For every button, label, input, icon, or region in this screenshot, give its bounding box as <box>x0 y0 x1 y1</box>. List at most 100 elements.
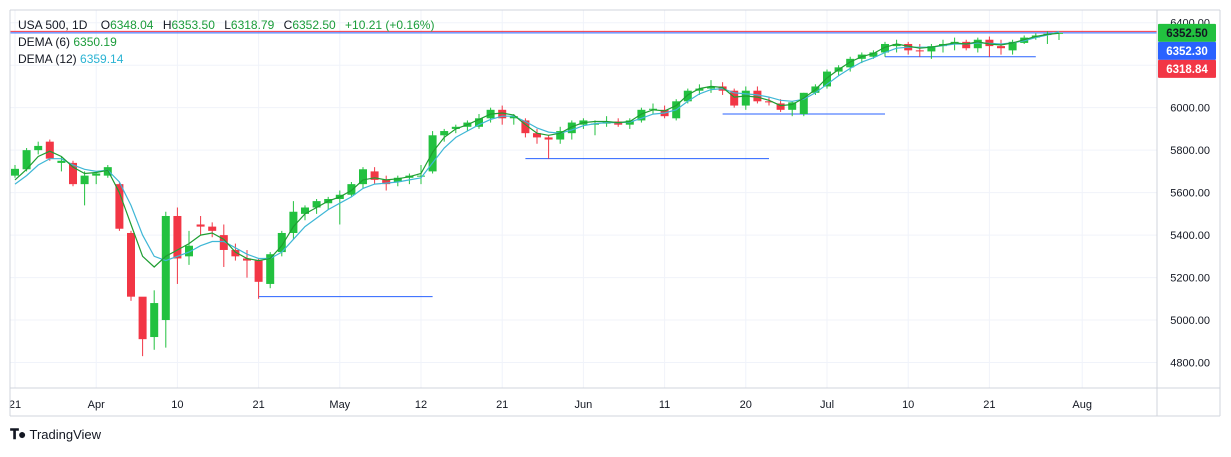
candle-body <box>359 169 367 185</box>
candle-body <box>1008 41 1017 51</box>
candle-body <box>521 120 530 134</box>
candle-body <box>196 224 205 227</box>
candle <box>34 141 43 155</box>
candle-body <box>741 90 750 106</box>
candle <box>475 114 483 129</box>
candle-body <box>208 226 217 231</box>
candle-body <box>34 145 43 151</box>
candle-body <box>138 296 147 340</box>
symbol-name[interactable]: USA 500 <box>18 18 66 32</box>
x-tick-label: 11 <box>659 399 670 411</box>
candle <box>741 86 750 110</box>
candle-body <box>892 43 901 47</box>
candle-body <box>382 179 391 185</box>
candle-body <box>556 131 565 140</box>
candle <box>127 230 135 301</box>
candle-body <box>150 303 159 338</box>
brand[interactable]: 𝐓● TradingView <box>10 426 101 443</box>
candle-body <box>637 109 646 121</box>
candle <box>161 211 170 348</box>
candle-body <box>927 46 936 52</box>
candle-body <box>115 184 124 229</box>
candle-body <box>823 71 831 87</box>
x-tick-label: 21 <box>252 399 264 411</box>
dema12-line <box>14 30 1060 262</box>
candle-body <box>393 177 402 183</box>
dema6-line <box>14 32 1060 268</box>
candle <box>219 224 228 267</box>
candle <box>892 39 901 53</box>
candle-body <box>695 88 704 91</box>
candle-body <box>173 215 182 259</box>
candle-body <box>915 50 924 52</box>
y-tick-label: 6000.00 <box>1170 103 1210 115</box>
dema12-row[interactable]: DEMA (12) 6359.14 <box>18 51 440 68</box>
price-badges: 6352.50 6352.30 6318.84 <box>1158 23 1216 78</box>
candle-body <box>80 175 89 185</box>
high-value: 6353.50 <box>171 18 215 32</box>
candle-body <box>92 173 101 176</box>
candle <box>915 43 924 57</box>
dema6-row[interactable]: DEMA (6) 6350.19 <box>18 34 440 51</box>
candle-body <box>243 258 251 261</box>
candle <box>823 69 831 89</box>
price-badge-label: 6318.84 <box>1166 64 1208 76</box>
candle-body <box>11 168 19 176</box>
dema-lines <box>14 30 1060 268</box>
candle-body <box>219 235 228 250</box>
change-value: +10.21 (+0.16%) <box>345 18 435 32</box>
candle-body <box>277 232 286 253</box>
candle-body <box>127 232 135 297</box>
dema12-label: DEMA (12) <box>18 52 77 66</box>
candle-body <box>185 245 193 257</box>
y-tick-label: 5000.00 <box>1170 315 1210 327</box>
x-tick-label: 21 <box>9 399 21 411</box>
candles <box>11 31 1063 357</box>
candle <box>788 101 797 117</box>
candle <box>208 222 217 238</box>
candle <box>80 171 89 206</box>
y-tick-label: 5600.00 <box>1170 188 1210 200</box>
dema6-label: DEMA (6) <box>18 35 71 49</box>
candle-body <box>254 260 263 282</box>
x-tick-label: 21 <box>496 399 508 411</box>
x-tick-label: Aug <box>1072 399 1092 411</box>
interval[interactable]: 1D <box>72 18 88 32</box>
candle <box>881 41 889 57</box>
candle-body <box>312 201 321 208</box>
candle <box>359 167 367 189</box>
candle-body <box>973 39 982 49</box>
candle-body <box>370 171 379 180</box>
candle <box>973 37 982 53</box>
x-tick-label: May <box>329 399 350 411</box>
open-value: 6348.04 <box>110 18 154 32</box>
candle-body <box>799 92 808 115</box>
candle <box>45 139 54 161</box>
candle-body <box>301 207 309 214</box>
candle <box>695 84 704 95</box>
candle-body <box>417 175 425 177</box>
price-badge: 6318.84 <box>1158 59 1216 78</box>
candle-body <box>347 184 356 195</box>
candle-body <box>440 131 449 136</box>
close-value: 6352.50 <box>292 18 336 32</box>
candle-body <box>881 43 889 53</box>
candle-body <box>533 133 541 138</box>
candle-body <box>869 52 878 57</box>
candle-body <box>753 90 762 102</box>
candle-body <box>57 160 66 163</box>
y-tick-label: 5200.00 <box>1170 273 1210 285</box>
price-badge-bg <box>1158 41 1216 60</box>
brand-name: TradingView <box>29 427 102 442</box>
grid <box>10 10 1157 388</box>
x-tick-label: Jul <box>820 399 834 411</box>
candle-body <box>683 90 692 102</box>
candle-body <box>962 41 971 49</box>
candle <box>765 97 773 106</box>
axes: 4800.00 5000.00 5200.00 5400.00 5600.00 5800.… <box>9 9 1221 417</box>
price-badge: 6352.50 <box>1158 23 1216 42</box>
candle-body <box>266 254 275 284</box>
low-label: L <box>224 18 231 32</box>
